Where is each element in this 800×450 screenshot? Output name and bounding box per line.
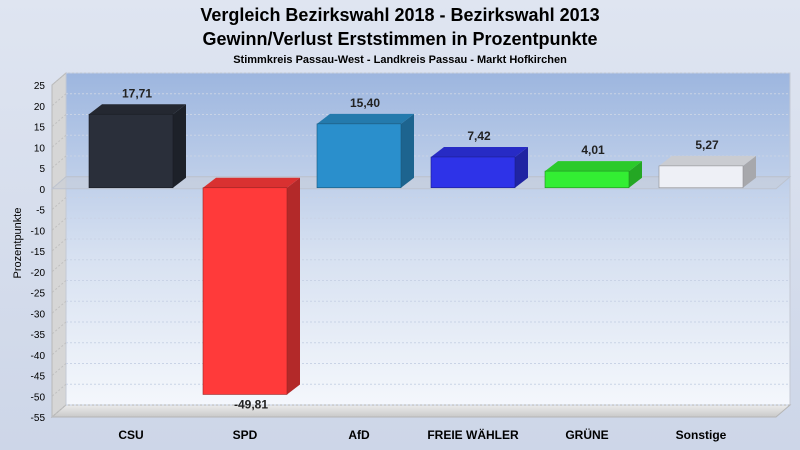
y-tick-label: 0 [39,185,45,196]
bar-top [317,113,414,124]
gridline-side [51,114,67,127]
bar [316,113,414,189]
data-label: 7,42 [467,129,491,143]
gridline-side [51,300,67,314]
y-tick-label: -35 [31,330,46,341]
y-tick-label: -45 [31,372,46,383]
bar-side [629,161,642,188]
bar-top [545,161,642,172]
data-label: -49,81 [234,397,268,411]
y-axis: 25 20 15 10 5 0 -5 -10 -15 -20 -25 -30 -35 -40 -45 -50 -… [31,81,46,424]
y-tick-label: -15 [31,247,46,258]
data-label: 4,01 [581,143,605,157]
gridline-side [51,404,67,418]
y-tick-label: -20 [31,268,46,279]
bar-top [89,104,186,115]
plot-area [50,71,792,419]
bar-front [430,156,516,189]
x-tick-label: AfD [348,428,370,442]
y-tick-label: 25 [34,81,46,92]
bar-front [202,187,288,395]
bar-side [743,155,756,188]
bar-front [316,123,402,189]
gridline-side [51,217,67,231]
bar-front [88,113,174,189]
y-tick-label: 20 [34,102,46,113]
bar [88,104,186,189]
x-axis: CSU SPD AfD FREIE WÄHLER GRÜNE Sonstige [118,427,726,442]
data-label: 5,27 [695,138,719,152]
y-tick-label: -30 [31,309,46,320]
bar-top [203,177,300,188]
gridline-side [51,197,67,210]
y-tick-label: -25 [31,289,46,300]
gridline-side [51,155,67,169]
gridline-side [51,342,67,356]
gridline-side [51,363,67,376]
x-tick-label: FREIE WÄHLER [427,427,519,442]
y-tick-label: 10 [34,143,46,154]
gridline-side [51,259,67,273]
bar [544,161,642,189]
y-tick-label: -50 [31,392,46,403]
chart-title-line2: Gewinn/Verlust Erststimmen in Prozentpun… [202,29,598,49]
bars: 17,71 -49,81 15,40 7,42 4,01 5,27 [88,86,756,411]
gridline-side [51,383,67,397]
y-axis-label-wrap: Prozentpunkte [10,200,26,290]
bar-top [431,146,528,157]
x-tick-label: CSU [118,428,143,442]
chart-subtitle: Stimmkreis Passau-West - Landkreis Passa… [233,54,567,66]
data-label: 17,71 [122,86,152,100]
bar-side [173,104,186,188]
x-tick-label: Sonstige [676,428,727,442]
y-tick-label: -5 [36,206,45,217]
gridline-side [51,321,67,335]
data-label: 15,40 [350,96,380,110]
bar-front [658,165,744,189]
y-tick-label: -55 [31,413,46,424]
gridline-side [51,134,67,148]
gridline-side [51,93,67,107]
bar-side [515,146,528,188]
x-tick-label: GRÜNE [565,427,608,442]
bar [202,177,300,395]
gridline-side [51,280,67,293]
gridline-side [51,238,67,252]
y-tick-label: 5 [39,164,45,175]
chart-title-line1: Vergleich Bezirkswahl 2018 - Bezirkswahl… [200,5,600,25]
bar-front [544,170,630,189]
y-axis-label: Prozentpunkte [12,207,24,279]
bar [658,155,756,189]
bar [430,146,528,189]
floor [50,404,792,418]
x-tick-label: SPD [233,428,258,442]
bar-top [659,155,756,166]
y-tick-label: 15 [34,123,46,134]
y-tick-label: -40 [31,351,46,362]
gridline-side [51,72,67,86]
y-tick-label: -10 [31,226,46,237]
bar-side [287,177,300,395]
bar-side [401,113,414,188]
